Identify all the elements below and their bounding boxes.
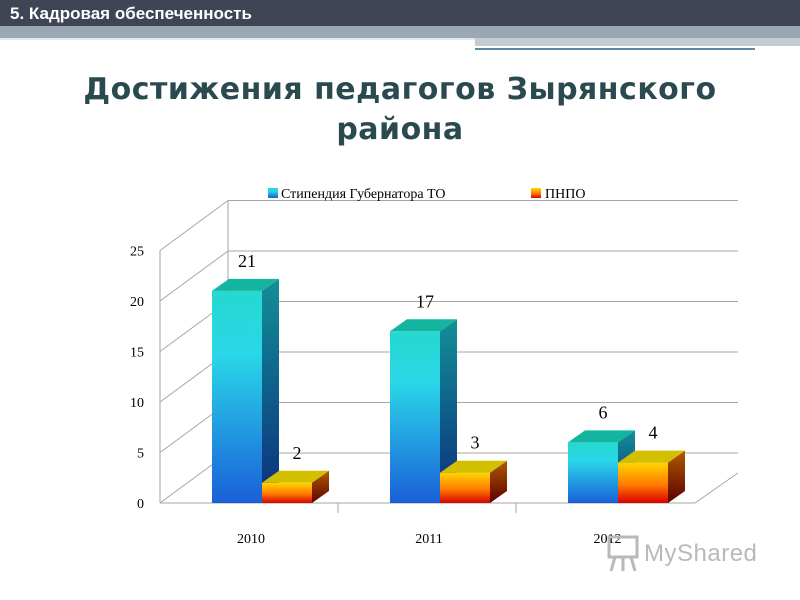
y-tick-label-1: 5 bbox=[137, 447, 144, 462]
legend-swatch-series-2 bbox=[531, 188, 541, 198]
x-tick-label-0: 2010 bbox=[237, 532, 265, 547]
bar-side-s2-2012 bbox=[668, 450, 685, 503]
legend-label-series-2: ПНПО bbox=[545, 187, 585, 202]
header-accent-line bbox=[475, 48, 755, 50]
watermark-text: MyShared bbox=[644, 540, 758, 567]
y-tick-label-5: 25 bbox=[130, 245, 144, 260]
y-tick-label-3: 15 bbox=[130, 346, 144, 361]
section-label: 5. Кадровая обеспеченность bbox=[10, 4, 252, 23]
top-bar: 5. Кадровая обеспеченность bbox=[0, 0, 800, 26]
bar-front-s1-2012 bbox=[568, 442, 618, 503]
bar-top-s1-2012 bbox=[568, 430, 635, 443]
y-tick-label-4: 20 bbox=[130, 295, 144, 310]
chart-legend: Стипендия Губернатора ТО ПНПО bbox=[268, 187, 585, 202]
data-label-s1-2011: 17 bbox=[416, 291, 434, 311]
legend-swatch-series-1 bbox=[268, 188, 278, 198]
data-label-s1-2010: 21 bbox=[238, 251, 256, 271]
bar-front-s1-2011 bbox=[390, 331, 440, 503]
bar-front-s2-2011 bbox=[440, 472, 490, 503]
chart-grid bbox=[159, 200, 739, 513]
gridline-side-5 bbox=[159, 200, 229, 251]
y-tick-label-0: 0 bbox=[137, 497, 144, 512]
bar-top-s2-2012 bbox=[618, 450, 685, 463]
bar-side-s2-2010 bbox=[312, 470, 329, 503]
data-label-s2-2010: 2 bbox=[293, 443, 302, 463]
x-tick-label-1: 2011 bbox=[415, 532, 442, 547]
bar-side-s1-2010 bbox=[262, 278, 279, 503]
y-tick-label-2: 10 bbox=[130, 396, 144, 411]
bar-top-s1-2011 bbox=[390, 319, 457, 332]
legend-label-series-1: Стипендия Губернатора ТО bbox=[281, 187, 446, 202]
bar-top-s2-2011 bbox=[440, 460, 507, 473]
bar-front-s2-2010 bbox=[262, 482, 312, 503]
bar-top-s1-2010 bbox=[212, 278, 279, 291]
data-label-s1-2012: 6 bbox=[599, 402, 608, 422]
gridline-side-4 bbox=[159, 250, 229, 302]
chart-bars bbox=[212, 278, 685, 503]
bar-front-s1-2010 bbox=[212, 290, 262, 503]
bar-side-s2-2011 bbox=[490, 460, 507, 503]
header-stripe bbox=[0, 26, 800, 38]
header-stripe-right bbox=[475, 38, 800, 46]
watermark: MyShared bbox=[606, 534, 776, 574]
data-label-s2-2012: 4 bbox=[649, 423, 658, 443]
bar-top-s2-2010 bbox=[262, 470, 329, 483]
page-title: Достижения педагогов Зырянского района bbox=[83, 72, 717, 147]
floor-edge bbox=[694, 472, 739, 504]
watermark-board-icon bbox=[607, 535, 639, 572]
bar-side-s1-2011 bbox=[440, 319, 457, 503]
data-label-s2-2011: 3 bbox=[471, 433, 480, 453]
header-stripe-light bbox=[0, 38, 475, 40]
bar-front-s2-2012 bbox=[618, 462, 668, 503]
